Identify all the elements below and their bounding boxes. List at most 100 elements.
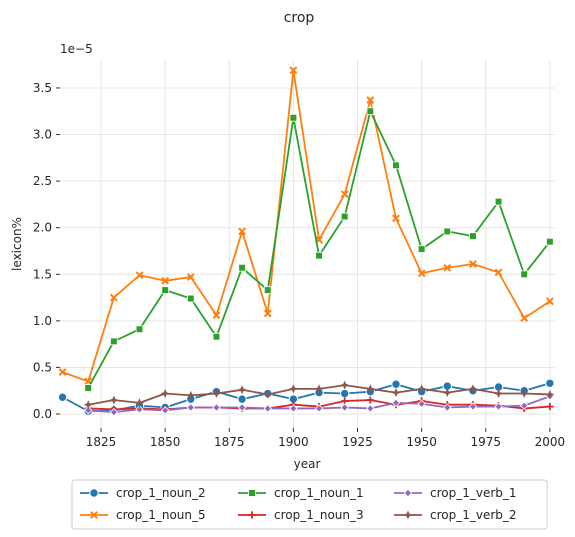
data-point — [315, 251, 323, 260]
series-crop_1_verb_2 — [83, 380, 555, 410]
y-tick-label: 0.5 — [33, 360, 52, 374]
data-point — [135, 271, 144, 280]
data-point — [392, 214, 400, 223]
series-line — [62, 69, 551, 383]
legend-item: crop_1_verb_1 — [394, 486, 517, 500]
y-tick-label: 1.5 — [33, 267, 52, 281]
data-point — [417, 399, 426, 408]
data-point — [417, 245, 426, 253]
data-point — [545, 297, 554, 306]
grid-lines — [60, 60, 555, 428]
y-tick-label: 3.5 — [33, 81, 52, 95]
legend-marker — [248, 511, 256, 519]
legend-marker — [403, 488, 413, 498]
data-point — [392, 161, 400, 170]
data-point — [161, 286, 169, 294]
data-point — [237, 385, 247, 395]
data-point — [442, 388, 452, 398]
data-point — [135, 405, 144, 414]
data-point — [58, 368, 67, 377]
y-tick-label: 0.0 — [33, 407, 52, 421]
data-point — [366, 396, 374, 404]
legend-marker — [89, 488, 99, 498]
y-tick-label: 3.0 — [33, 128, 52, 142]
legend-label: crop_1_verb_1 — [430, 486, 517, 500]
legend-item: crop_1_noun_1 — [238, 486, 364, 500]
data-point — [469, 232, 477, 240]
legend-marker — [403, 510, 413, 520]
legend-marker — [90, 511, 98, 519]
data-point — [366, 107, 375, 116]
data-point — [289, 66, 298, 75]
data-point — [134, 398, 145, 408]
chart-title: crop — [284, 10, 315, 26]
data-point — [391, 398, 401, 408]
data-point — [520, 401, 529, 410]
data-point — [519, 388, 529, 399]
y-axis-label: lexicon% — [10, 217, 24, 271]
data-point — [212, 332, 221, 341]
data-point — [135, 325, 144, 334]
y-tick-label: 1.0 — [33, 314, 52, 328]
x-tick-label: 2000 — [535, 435, 566, 449]
x-tick-label: 1925 — [342, 435, 373, 449]
data-point — [546, 237, 554, 246]
data-point — [340, 212, 349, 221]
legend-item: crop_1_noun_2 — [80, 486, 206, 500]
data-point — [494, 388, 504, 399]
data-point — [366, 404, 375, 413]
data-point — [494, 197, 503, 206]
y-tick-label: 2.5 — [33, 174, 52, 188]
data-point — [83, 400, 93, 410]
data-point — [289, 404, 298, 413]
x-tick-label: 1975 — [470, 435, 501, 449]
data-point — [109, 407, 119, 417]
legend-label: crop_1_noun_2 — [116, 486, 206, 500]
data-point — [263, 389, 273, 400]
data-point — [494, 268, 503, 277]
data-point — [443, 227, 452, 236]
data-point — [289, 113, 298, 122]
data-point — [469, 260, 477, 268]
legend-label: crop_1_noun_1 — [274, 486, 364, 500]
legend: crop_1_noun_2crop_1_noun_5crop_1_noun_1c… — [71, 479, 548, 530]
y-offset-label: 1e−5 — [60, 42, 93, 56]
data-point — [314, 404, 324, 413]
data-point — [340, 403, 349, 412]
series-crop_1_noun_1 — [84, 107, 554, 392]
data-point — [186, 403, 195, 412]
data-point — [237, 403, 247, 412]
x-tick-label: 1825 — [86, 435, 117, 449]
series-layer — [57, 66, 555, 417]
data-point — [263, 309, 272, 318]
data-point — [468, 384, 478, 394]
data-point — [263, 286, 272, 294]
plot-area — [60, 60, 555, 428]
data-point — [187, 294, 195, 303]
data-point — [365, 384, 375, 394]
data-point — [160, 406, 170, 415]
legend-item: crop_1_noun_5 — [80, 508, 206, 522]
legend-label: crop_1_noun_5 — [116, 508, 206, 522]
axis-ticks: 1825 1850 1875 1900 1925 1950 1975 2000 0.0 0.5 1.… — [33, 81, 565, 449]
data-point — [468, 402, 478, 411]
data-point — [238, 227, 247, 236]
data-point — [340, 380, 350, 390]
legend-marker — [248, 489, 256, 497]
legend-frame — [71, 479, 548, 530]
data-point — [545, 389, 555, 400]
series-crop_1_noun_5 — [58, 66, 554, 386]
x-tick-label: 1950 — [406, 435, 437, 449]
data-point — [212, 311, 221, 320]
data-point — [160, 388, 170, 399]
data-point — [494, 402, 503, 411]
data-point — [186, 273, 195, 281]
data-point — [417, 384, 427, 394]
legend-label: crop_1_noun_3 — [274, 508, 364, 522]
data-point — [263, 404, 272, 413]
x-axis-label: year — [294, 457, 321, 471]
data-point — [314, 384, 324, 394]
data-point — [339, 388, 350, 399]
data-point — [417, 269, 426, 278]
